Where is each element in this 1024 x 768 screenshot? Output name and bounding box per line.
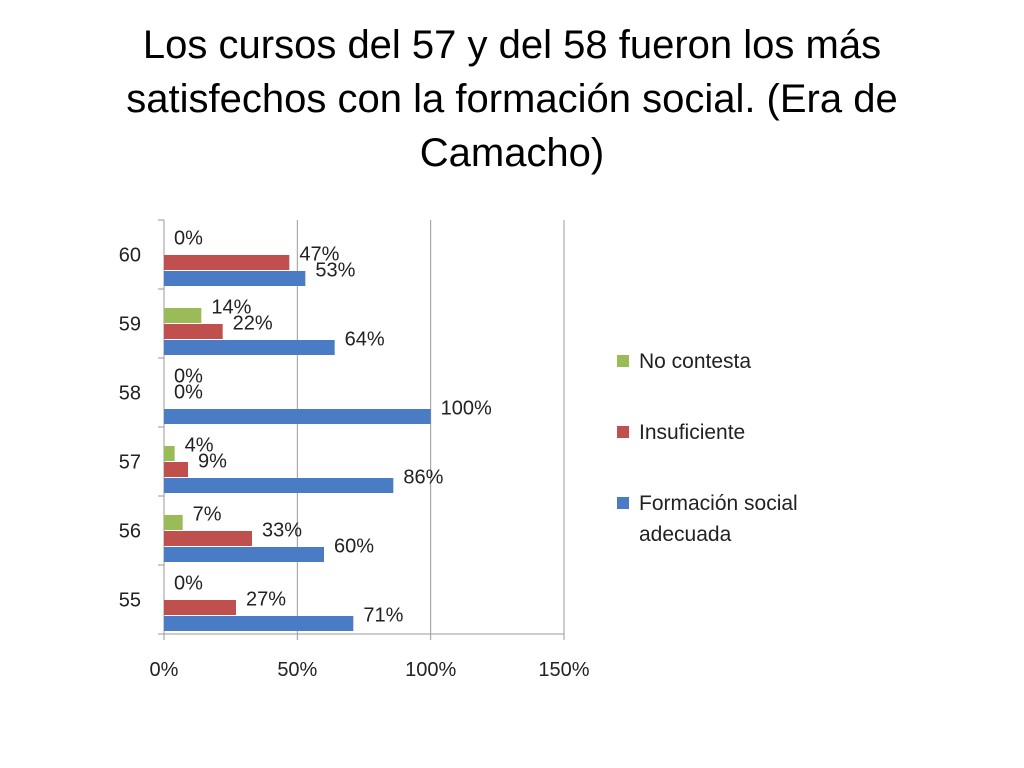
data-label: 4% bbox=[185, 435, 214, 457]
data-label: 7% bbox=[193, 504, 222, 526]
y-category-label: 56 bbox=[119, 521, 141, 543]
data-label: 71% bbox=[363, 605, 403, 627]
x-tick-label: 100% bbox=[405, 659, 456, 681]
data-label: 47% bbox=[299, 244, 339, 266]
data-label: 14% bbox=[211, 297, 251, 319]
x-tick-label: 0% bbox=[150, 659, 179, 681]
data-label: 0% bbox=[174, 573, 203, 595]
legend-entry: Formación social adecuada bbox=[639, 492, 798, 546]
legend-swatch bbox=[617, 497, 629, 509]
data-label: 64% bbox=[345, 329, 385, 351]
data-label: 53% bbox=[315, 260, 355, 282]
bar bbox=[164, 446, 175, 461]
data-label: 22% bbox=[233, 313, 273, 335]
chart-data-labels: 71% 60% 86% 100% 64% 53% 27% 33% 9% 0% 22% 47% 0% 7% 4… bbox=[174, 228, 492, 627]
data-label: 100% bbox=[441, 398, 492, 420]
bar bbox=[164, 308, 202, 323]
chart-tick-labels: 0% 50% 100% 150% 55 56 57 58 59 60 bbox=[119, 245, 590, 682]
bar bbox=[164, 515, 183, 530]
bar bbox=[164, 600, 236, 615]
y-category-label: 58 bbox=[119, 383, 141, 405]
bar bbox=[164, 462, 188, 477]
y-category-label: 59 bbox=[119, 314, 141, 336]
bar bbox=[164, 616, 354, 631]
chart-axes bbox=[158, 219, 565, 640]
legend-swatch bbox=[617, 426, 629, 438]
x-tick-label: 50% bbox=[277, 659, 317, 681]
chart-gridlines bbox=[296, 220, 565, 634]
data-label: 0% bbox=[174, 228, 203, 250]
x-tick-label: 150% bbox=[538, 659, 589, 681]
data-label: 60% bbox=[334, 536, 374, 558]
slide-title: Los cursos del 57 y del 58 fueron los má… bbox=[126, 23, 898, 175]
legend-swatch bbox=[617, 355, 629, 367]
chart-bars bbox=[164, 255, 431, 631]
bar bbox=[164, 324, 223, 339]
data-label: 0% bbox=[174, 366, 203, 388]
data-label: 86% bbox=[403, 467, 443, 489]
bar bbox=[164, 255, 290, 270]
legend-entry: No contesta bbox=[639, 350, 751, 373]
bar bbox=[164, 547, 324, 562]
chart-legend: No contesta Insuficiente Formación social a… bbox=[617, 350, 798, 546]
y-category-label: 57 bbox=[119, 452, 141, 474]
bar bbox=[164, 531, 252, 546]
bar bbox=[164, 409, 431, 424]
legend-entry: Insuficiente bbox=[639, 421, 745, 444]
bar bbox=[164, 271, 306, 286]
data-label: 0% bbox=[174, 382, 203, 404]
y-category-label: 60 bbox=[119, 245, 141, 267]
bar bbox=[164, 340, 335, 355]
bar bbox=[164, 478, 394, 493]
data-label: 27% bbox=[246, 589, 286, 611]
data-label: 33% bbox=[262, 520, 302, 542]
data-label: 9% bbox=[198, 451, 227, 473]
y-category-label: 55 bbox=[119, 590, 141, 612]
